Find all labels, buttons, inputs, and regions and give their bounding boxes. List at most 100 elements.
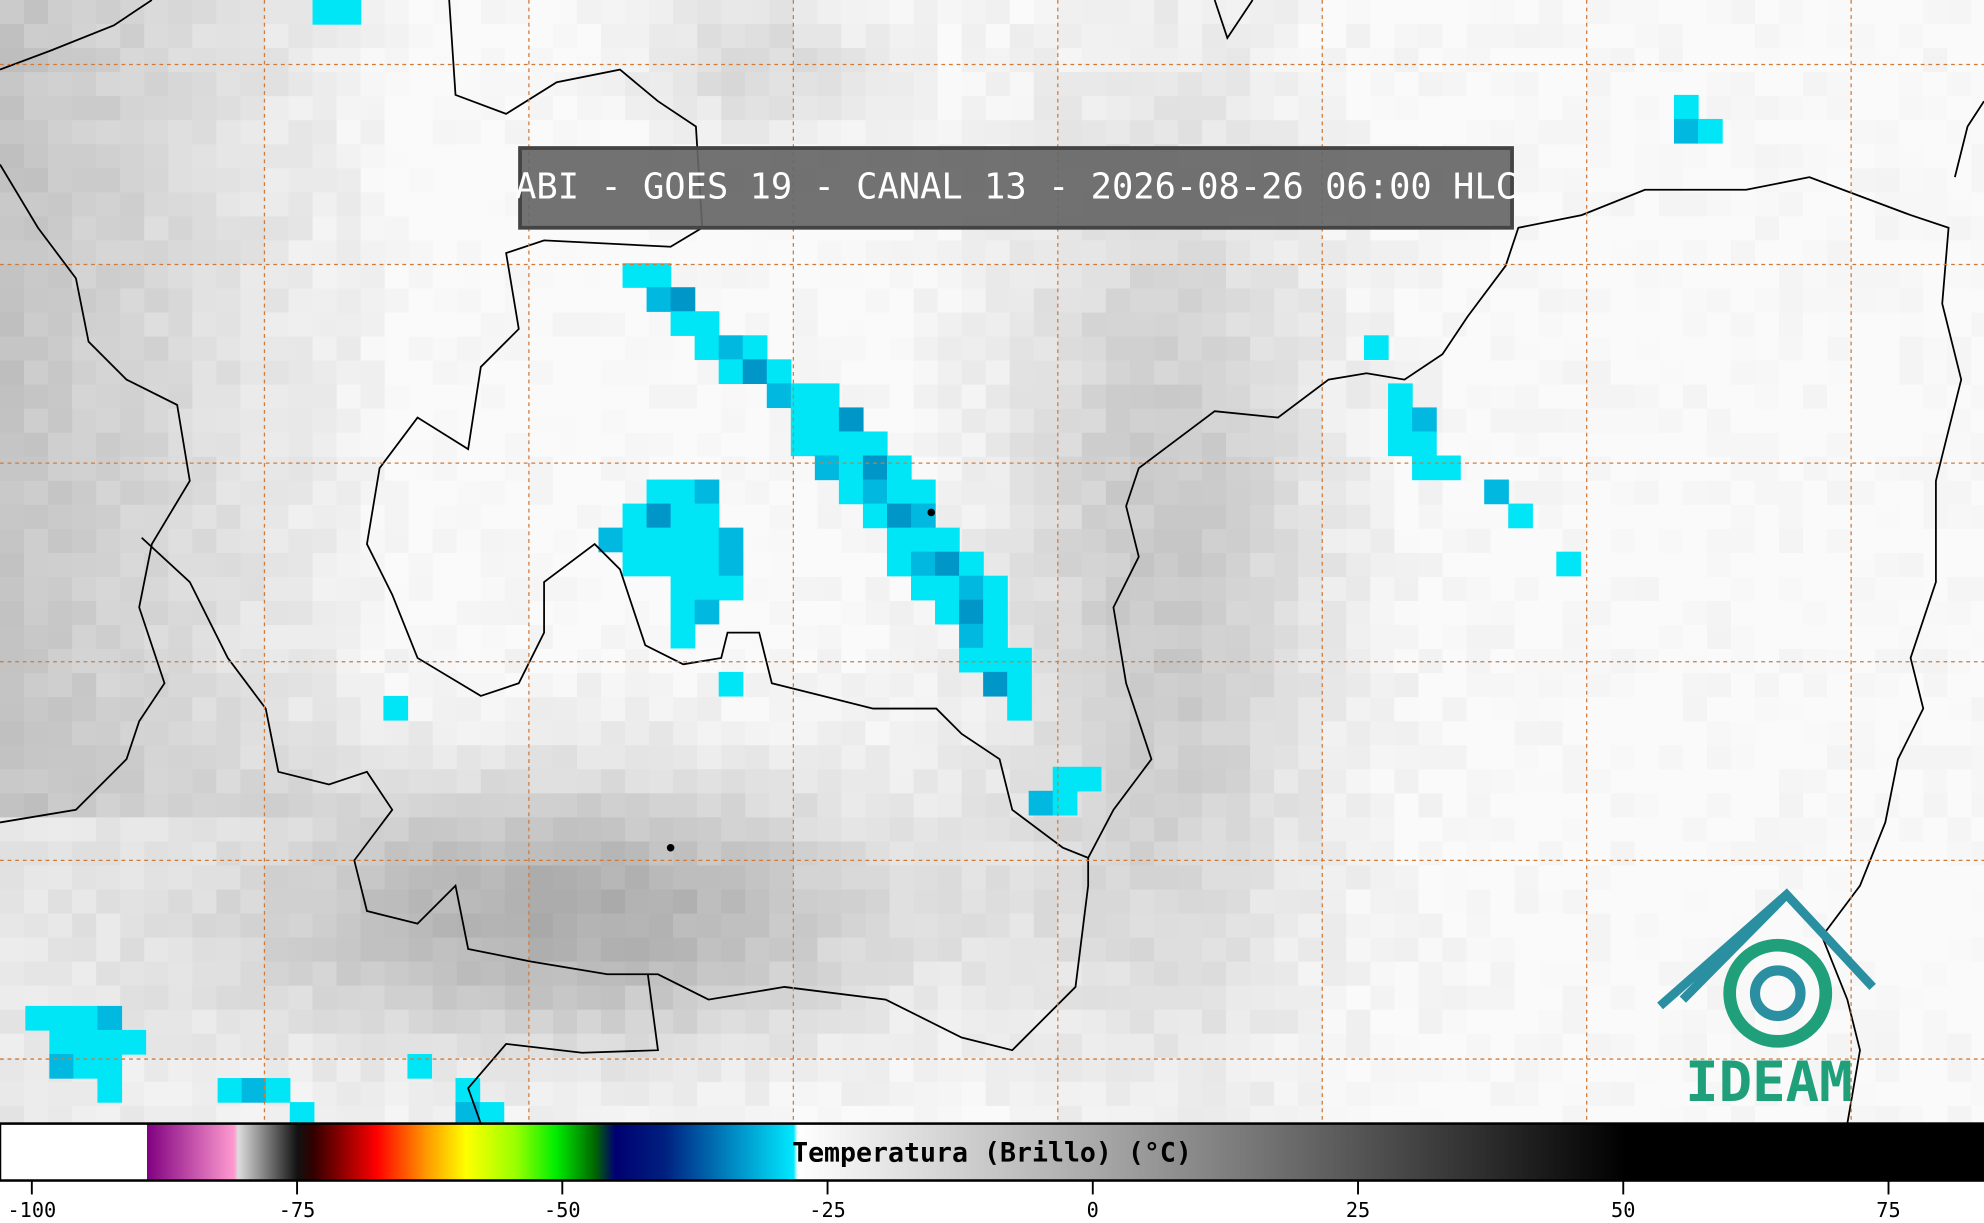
cloud-pixel (0, 528, 25, 554)
cloud-pixel (96, 504, 121, 530)
cloud-pixel (1658, 144, 1684, 169)
cloud-pixel (456, 649, 482, 674)
cloud-pixel (288, 168, 314, 193)
cloud-pixel (1490, 312, 1516, 338)
cloud-pixel (1202, 1033, 1227, 1059)
cloud-pixel (216, 769, 242, 794)
cloud-pixel (1105, 1057, 1131, 1083)
cloud-pixel (1730, 528, 1756, 554)
cloud-pixel (1418, 937, 1444, 963)
cloud-pixel (1562, 528, 1588, 554)
cloud-pixel (1754, 673, 1780, 698)
cloud-pixel (1562, 168, 1588, 193)
cloud-pixel (697, 625, 722, 650)
cloud-pixel (1875, 889, 1900, 915)
cloud-pixel (1827, 865, 1852, 891)
cloud-pixel (240, 120, 266, 145)
cloud-pixel (1129, 1009, 1155, 1035)
cloud-pixel (889, 48, 915, 73)
cloud-pixel (1105, 1081, 1131, 1107)
cloud-pixel (1177, 601, 1203, 626)
cloud-pixel (432, 264, 458, 290)
cloud-pixel (841, 288, 867, 314)
cloud-pixel (552, 240, 578, 266)
cloud-pixel (384, 48, 410, 73)
cloud-pixel (1586, 769, 1612, 794)
cloud-pixel (0, 72, 25, 97)
cloud-pixel (1754, 384, 1780, 410)
cloud-pixel (1923, 913, 1948, 939)
cloud-pixel (192, 216, 217, 242)
cloud-pixel (1779, 913, 1804, 939)
cloud-pixel (1418, 48, 1444, 73)
cloud-pixel (625, 793, 650, 819)
cloud-pixel (1081, 480, 1107, 506)
cloud-pixel (1730, 793, 1756, 819)
cloud-pixel (961, 1057, 987, 1083)
cloud-pixel (961, 336, 987, 362)
cloud-pixel (1634, 1033, 1660, 1059)
cloud-pixel (504, 408, 530, 434)
cloud-pixel (216, 913, 242, 939)
cloud-pixel (1610, 192, 1636, 217)
cloud-pixel (1706, 192, 1732, 217)
cloud-pixel (48, 841, 73, 867)
cloud-pixel (625, 721, 650, 746)
cloud-pixel (1033, 24, 1059, 49)
cold-pixel (983, 599, 1008, 625)
cloud-pixel (1322, 408, 1347, 434)
cloud-pixel (1322, 793, 1347, 819)
cloud-pixel (1226, 817, 1251, 843)
cloud-pixel (384, 480, 410, 506)
cloud-pixel (192, 240, 217, 266)
cloud-pixel (937, 120, 963, 145)
cloud-pixel (841, 793, 867, 819)
cloud-pixel (1634, 673, 1660, 698)
cloud-pixel (1081, 24, 1107, 49)
cloud-pixel (312, 288, 338, 314)
cloud-pixel (817, 24, 843, 49)
cloud-pixel (1827, 504, 1852, 530)
cloud-pixel (1851, 480, 1876, 506)
cloud-pixel (312, 552, 338, 578)
cold-pixel (959, 599, 984, 625)
cloud-pixel (793, 336, 819, 362)
cloud-pixel (1658, 961, 1684, 987)
cloud-pixel (1274, 817, 1299, 843)
cloud-pixel (1202, 913, 1227, 939)
cloud-pixel (1033, 408, 1059, 434)
cloud-pixel (913, 601, 939, 626)
cloud-pixel (1538, 48, 1564, 73)
cloud-pixel (1226, 384, 1251, 410)
cloud-pixel (72, 504, 97, 530)
cloud-pixel (1899, 601, 1924, 626)
cloud-pixel (889, 240, 915, 266)
cloud-pixel (1875, 937, 1900, 963)
cloud-pixel (1153, 552, 1179, 578)
cloud-pixel (1153, 961, 1179, 987)
cloud-pixel (48, 721, 73, 746)
cold-pixel (622, 263, 648, 288)
cloud-pixel (985, 865, 1011, 891)
cloud-pixel (1682, 336, 1708, 362)
cloud-pixel (24, 625, 49, 650)
cloud-pixel (625, 456, 650, 482)
cloud-pixel (625, 48, 650, 73)
cloud-pixel (1827, 625, 1852, 650)
cloud-pixel (1081, 865, 1107, 891)
cloud-pixel (937, 72, 963, 97)
cloud-pixel (1346, 0, 1371, 25)
cloud-pixel (1923, 961, 1948, 987)
cloud-pixel (144, 24, 169, 49)
cloud-pixel (1346, 240, 1371, 266)
cloud-pixel (528, 456, 554, 482)
cloud-pixel (1009, 528, 1035, 554)
cloud-pixel (985, 504, 1011, 530)
cloud-pixel (1803, 216, 1828, 242)
cloud-pixel (1658, 576, 1684, 602)
cloud-pixel (96, 336, 121, 362)
cold-pixel (911, 575, 936, 601)
cloud-pixel (360, 985, 386, 1011)
cloud-pixel (288, 456, 314, 482)
cloud-pixel (769, 312, 794, 338)
